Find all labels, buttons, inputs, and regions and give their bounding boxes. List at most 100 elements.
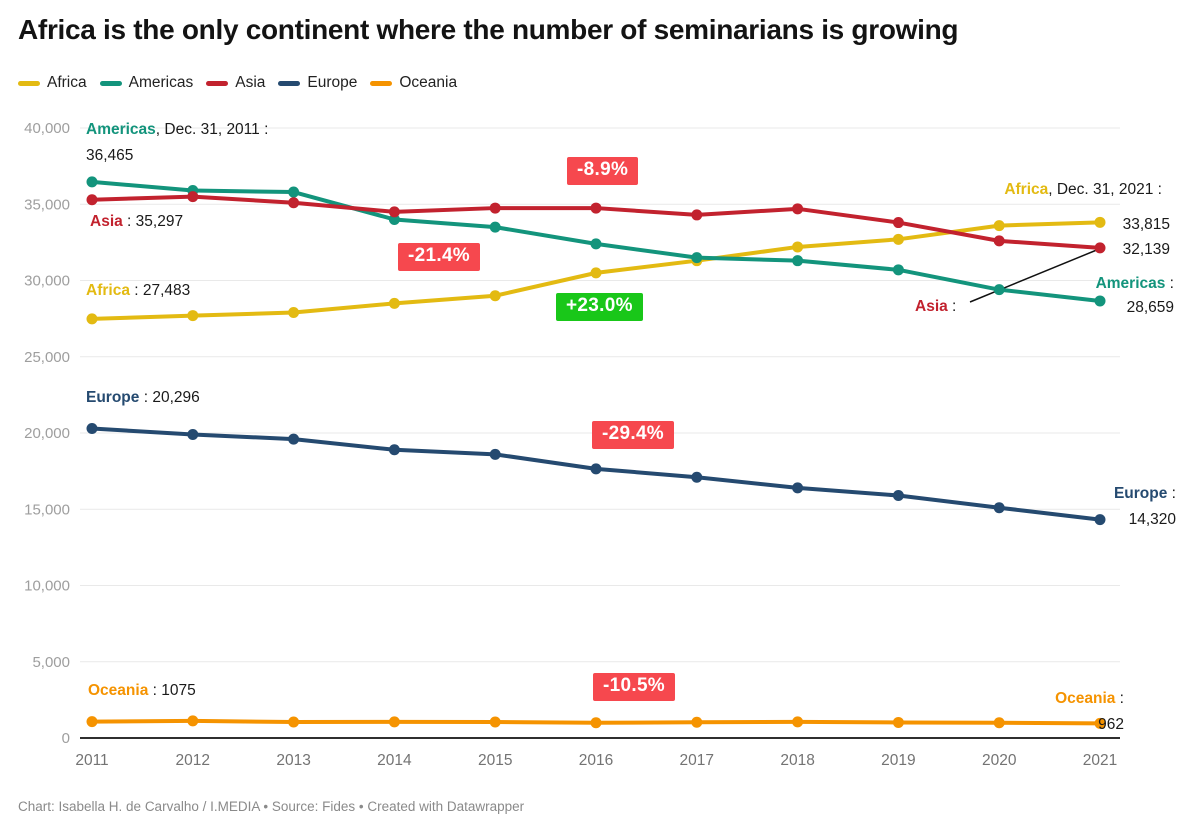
annotation-text: :	[947, 298, 957, 315]
data-point-americas-2013[interactable]	[288, 186, 300, 198]
legend-swatch-africa	[18, 80, 40, 86]
badge-asia-change: -8.9%	[567, 157, 639, 185]
data-point-oceania-2020[interactable]	[993, 717, 1005, 729]
data-point-africa-2021[interactable]	[1094, 216, 1106, 228]
data-point-americas-2016[interactable]	[590, 238, 602, 250]
data-point-americas-2018[interactable]	[792, 255, 804, 267]
data-point-africa-2014[interactable]	[388, 297, 400, 309]
chart-title: Africa is the only continent where the n…	[18, 14, 959, 45]
asia-leader-line	[969, 249, 1098, 303]
data-point-asia-2021[interactable]	[1094, 242, 1106, 254]
data-point-oceania-2016[interactable]	[590, 717, 602, 729]
data-point-africa-2016[interactable]	[590, 267, 602, 279]
data-point-americas-2020[interactable]	[993, 284, 1005, 296]
y-axis-tick-label: 25,000	[24, 349, 70, 366]
data-point-africa-2020[interactable]	[993, 220, 1005, 232]
data-point-europe-2011[interactable]	[86, 422, 98, 434]
data-point-americas-2021[interactable]	[1094, 295, 1106, 307]
data-point-europe-2019[interactable]	[892, 490, 904, 502]
data-point-europe-2012[interactable]	[187, 429, 199, 441]
annotation-text: :	[122, 213, 136, 230]
data-point-oceania-2014[interactable]	[388, 716, 400, 728]
data-point-americas-2011[interactable]	[86, 176, 98, 188]
annotation-europe-2011: Europe : 20,296	[86, 385, 200, 411]
data-point-asia-2018[interactable]	[792, 203, 804, 215]
annotation-text: , Dec. 31, 2021 :	[1048, 181, 1162, 198]
annotation-asia-2021-value: 32,139	[1123, 237, 1170, 263]
data-point-americas-2019[interactable]	[892, 264, 904, 276]
chart-footer: Chart: Isabella H. de Carvalho / I.MEDIA…	[18, 799, 525, 814]
annotation-americas-2021: Americas : 28,659	[1096, 272, 1174, 320]
legend-swatch-americas	[99, 80, 122, 86]
data-point-europe-2016[interactable]	[590, 463, 602, 475]
data-point-africa-2019[interactable]	[892, 233, 904, 245]
annotation-series-label: Oceania	[1055, 690, 1116, 707]
annotation-oceania-2021: Oceania : 962	[1055, 686, 1124, 738]
data-point-oceania-2015[interactable]	[489, 716, 501, 728]
data-point-africa-2015[interactable]	[489, 290, 501, 302]
data-point-africa-2018[interactable]	[792, 241, 804, 253]
data-point-europe-2021[interactable]	[1094, 514, 1106, 526]
y-axis-tick-label: 0	[62, 730, 70, 747]
data-point-asia-2017[interactable]	[691, 209, 703, 221]
annotation-text: :	[148, 682, 162, 699]
data-point-asia-2015[interactable]	[489, 202, 501, 214]
x-axis-tick-label: 2016	[579, 752, 613, 769]
legend-swatch-asia	[206, 80, 229, 86]
data-point-oceania-2019[interactable]	[892, 716, 904, 728]
legend-item-africa: Africa	[18, 74, 87, 92]
badge-africa-change: +23.0%	[556, 293, 643, 321]
y-axis-tick-label: 20,000	[24, 425, 70, 442]
x-axis-tick-label: 2020	[982, 752, 1017, 769]
data-point-americas-2014[interactable]	[388, 214, 400, 225]
badge-oceania-change: -10.5%	[593, 673, 676, 701]
data-point-europe-2014[interactable]	[388, 444, 400, 456]
data-point-europe-2020[interactable]	[993, 502, 1005, 514]
legend-label: Americas	[128, 74, 194, 91]
data-point-europe-2018[interactable]	[792, 482, 804, 494]
data-point-oceania-2013[interactable]	[288, 716, 300, 728]
data-point-europe-2015[interactable]	[489, 448, 501, 460]
data-point-oceania-2012[interactable]	[187, 715, 199, 727]
data-point-americas-2017[interactable]	[691, 252, 703, 264]
annotation-text: , Dec. 31, 2011 :	[155, 121, 269, 138]
annotation-text: :	[139, 389, 153, 406]
annotation-series-label: Africa	[1004, 181, 1049, 198]
data-point-oceania-2021[interactable]	[1094, 717, 1106, 729]
legend-label: Africa	[47, 74, 87, 91]
legend-item-europe: Europe	[278, 74, 357, 92]
annotation-value: 27,483	[142, 282, 191, 299]
data-point-asia-2013[interactable]	[288, 197, 300, 209]
data-point-asia-2016[interactable]	[590, 202, 602, 214]
annotation-value: 1075	[161, 682, 196, 699]
data-point-oceania-2017[interactable]	[691, 716, 703, 728]
data-point-africa-2012[interactable]	[187, 310, 199, 322]
data-point-asia-2011[interactable]	[86, 194, 98, 206]
x-axis-tick-label: 2017	[680, 752, 714, 769]
data-point-europe-2013[interactable]	[288, 433, 300, 445]
data-point-oceania-2018[interactable]	[792, 716, 804, 728]
annotation-text: :	[1115, 690, 1124, 707]
y-axis-tick-label: 30,000	[24, 273, 70, 290]
data-point-asia-2020[interactable]	[993, 235, 1005, 247]
data-point-africa-2011[interactable]	[86, 313, 98, 325]
data-point-asia-2019[interactable]	[892, 217, 904, 229]
y-axis-tick-label: 5,000	[32, 654, 70, 671]
data-point-africa-2013[interactable]	[288, 307, 300, 319]
annotation-series-label: Europe	[86, 389, 140, 406]
annotation-value: 36,465	[86, 147, 134, 164]
data-point-europe-2017[interactable]	[691, 471, 703, 483]
annotation-series-label: Oceania	[88, 682, 149, 699]
data-point-asia-2012[interactable]	[187, 191, 199, 203]
annotation-text: :	[129, 282, 143, 299]
annotation-value: 14,320	[1128, 511, 1176, 528]
annotation-value: 33,815	[1122, 216, 1170, 233]
x-axis-tick-label: 2018	[780, 752, 814, 769]
annotation-text: :	[1167, 485, 1176, 502]
data-point-americas-2015[interactable]	[489, 221, 501, 233]
annotation-oceania-2011: Oceania : 1075	[88, 678, 196, 704]
legend-label: Asia	[235, 74, 266, 91]
data-point-oceania-2011[interactable]	[86, 716, 98, 728]
annotation-asia-2011: Asia : 35,297	[90, 209, 183, 235]
data-point-asia-2014[interactable]	[388, 206, 400, 218]
